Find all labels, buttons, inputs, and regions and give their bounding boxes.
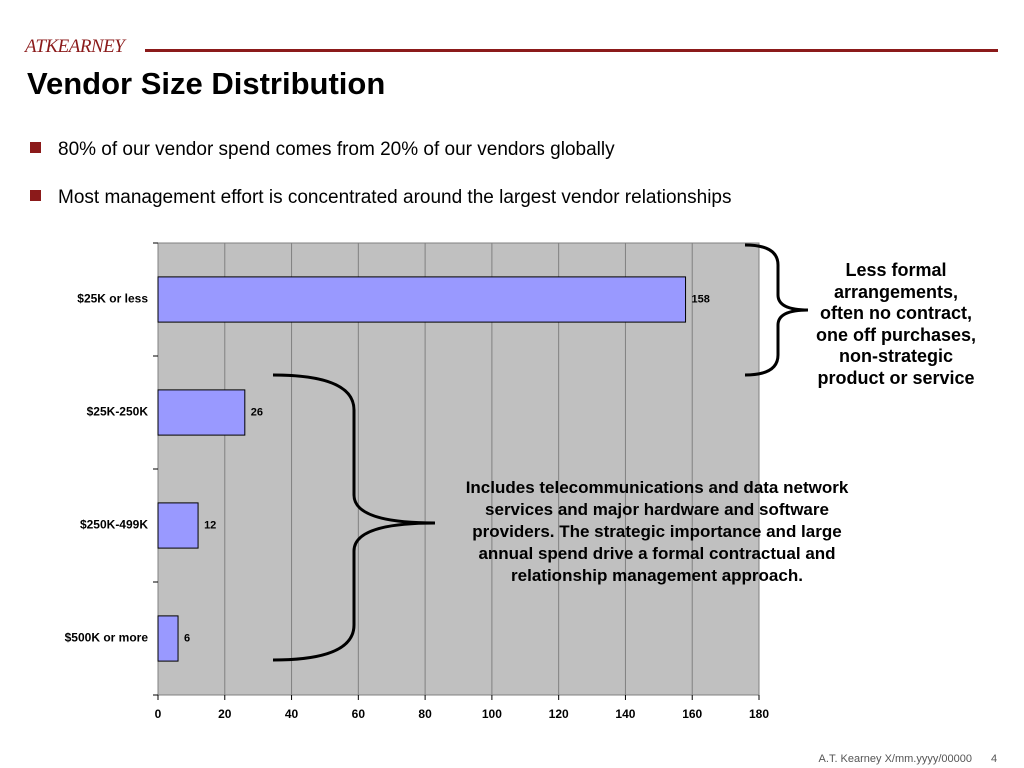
value-label: 6 bbox=[184, 632, 190, 644]
x-tick-label: 100 bbox=[482, 707, 502, 721]
footer: A.T. Kearney X/mm.yyyy/00000 bbox=[818, 753, 972, 765]
bullet: 80% of our vendor spend comes from 20% o… bbox=[30, 139, 615, 161]
x-tick-label: 160 bbox=[682, 707, 702, 721]
y-tick-label: $500K or more bbox=[65, 631, 149, 645]
header-rule bbox=[145, 49, 998, 52]
bar bbox=[157, 276, 687, 323]
y-tick-label: $25K-250K bbox=[87, 405, 149, 419]
x-tick-label: 180 bbox=[749, 707, 769, 721]
bullet: Most management effort is concentrated a… bbox=[30, 187, 731, 209]
bar bbox=[157, 502, 199, 549]
y-tick-label: $250K-499K bbox=[80, 518, 148, 532]
x-tick-label: 0 bbox=[155, 707, 162, 721]
slide-title: Vendor Size Distribution bbox=[27, 66, 386, 101]
value-label: 158 bbox=[692, 293, 710, 305]
annotation: Includes telecommunications and data net… bbox=[465, 478, 849, 585]
x-tick-label: 20 bbox=[218, 707, 232, 721]
x-tick-label: 80 bbox=[418, 707, 432, 721]
x-tick-label: 40 bbox=[285, 707, 299, 721]
x-tick-label: 140 bbox=[615, 707, 635, 721]
annotation: Less formal arrangements, often no contr… bbox=[815, 260, 977, 388]
y-tick-label: $25K or less bbox=[77, 292, 148, 306]
logo: ATKEARNEY bbox=[25, 36, 125, 57]
bar bbox=[157, 389, 246, 436]
bracket bbox=[744, 243, 809, 377]
x-tick-label: 60 bbox=[352, 707, 366, 721]
bar bbox=[157, 615, 179, 662]
value-label: 12 bbox=[204, 519, 216, 531]
bracket bbox=[272, 373, 436, 662]
page-number: 4 bbox=[991, 753, 998, 765]
value-label: 26 bbox=[251, 406, 263, 418]
x-tick-label: 120 bbox=[549, 707, 569, 721]
